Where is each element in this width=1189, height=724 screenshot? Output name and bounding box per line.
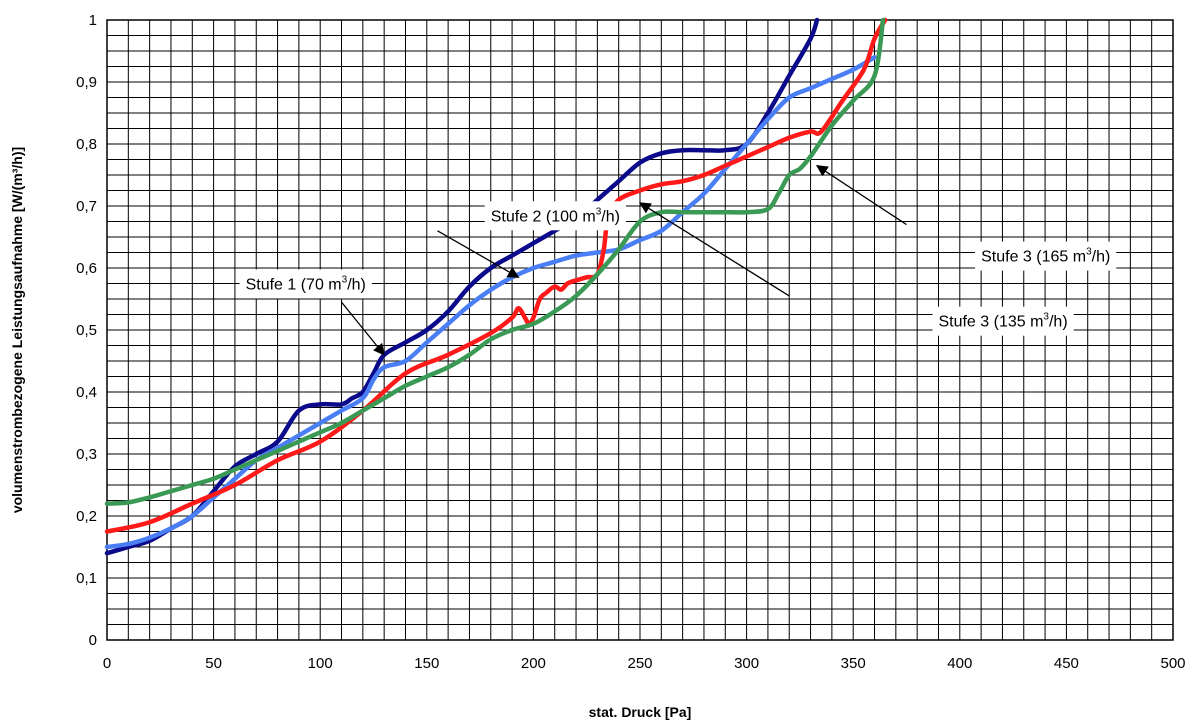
annotation-1: Stufe 1 (70 m3/h) bbox=[239, 269, 385, 356]
x-tick-label: 300 bbox=[734, 655, 759, 672]
y-tick-label: 0,5 bbox=[76, 322, 97, 339]
annotation-4: Stufe 3 (165 m3/h) bbox=[815, 165, 1117, 271]
annotation-arrow bbox=[341, 301, 385, 356]
annotation-box bbox=[239, 269, 372, 299]
y-tick-label: 0,3 bbox=[76, 446, 97, 463]
x-tick-label: 50 bbox=[205, 655, 222, 672]
annotation-label: Stufe 1 (70 m3/h) bbox=[246, 275, 366, 294]
y-tick-label: 0,9 bbox=[76, 74, 97, 91]
annotation-box bbox=[975, 241, 1117, 271]
series-line-3 bbox=[104, 17, 888, 534]
y-tick-label: 0,8 bbox=[76, 136, 97, 153]
y-tick-label: 0,4 bbox=[76, 384, 97, 401]
y-tick-label: 0,2 bbox=[76, 508, 97, 525]
annotation-arrow bbox=[437, 230, 520, 278]
x-tick-label: 350 bbox=[841, 655, 866, 672]
series-line-1 bbox=[104, 17, 820, 556]
y-tick-label: 0,1 bbox=[76, 570, 97, 587]
annotation-label: Stufe 2 (100 m3/h) bbox=[491, 206, 620, 225]
annotation-label: Stufe 3 (165 m3/h) bbox=[981, 247, 1110, 266]
y-tick-label: 0,7 bbox=[76, 198, 97, 215]
major-gridlines bbox=[106, 19, 1174, 641]
x-tick-label: 100 bbox=[308, 655, 333, 672]
x-axis-title: stat. Druck [Pa] bbox=[589, 704, 692, 720]
y-tick-label: 0,6 bbox=[76, 260, 97, 277]
x-tick-label: 500 bbox=[1160, 655, 1185, 672]
y-tick-label: 0 bbox=[89, 632, 97, 649]
annotation-2: Stufe 2 (100 m3/h) bbox=[437, 201, 626, 278]
x-tick-label: 450 bbox=[1054, 655, 1079, 672]
annotation-box bbox=[484, 201, 626, 231]
series-line-4 bbox=[104, 17, 886, 506]
annotation-box bbox=[932, 306, 1074, 336]
annotation-layer: Stufe 1 (70 m3/h) Stufe 2 (100 m3/h) Stufe… bbox=[239, 165, 1117, 356]
x-tick-label: 250 bbox=[627, 655, 652, 672]
x-tick-label: 400 bbox=[947, 655, 972, 672]
y-tick-label: 1 bbox=[89, 12, 97, 29]
y-axis-title: volumenstrombezogene Leistungsaufnahme [… bbox=[9, 147, 25, 513]
tick-labels: 0 50 100 150 200 250 300 350 400 450 500 0 0,1 0,2 0,3… bbox=[76, 12, 1185, 672]
annotation-label: Stufe 3 (135 m3/h) bbox=[938, 312, 1067, 331]
plot-frame bbox=[106, 19, 1174, 641]
series-line-2 bbox=[104, 54, 877, 550]
minor-gridlines bbox=[106, 19, 1174, 641]
annotation-3: Stufe 3 (135 m3/h) bbox=[639, 202, 1074, 336]
series-layer bbox=[104, 17, 888, 556]
x-tick-label: 200 bbox=[521, 655, 546, 672]
x-tick-label: 150 bbox=[414, 655, 439, 672]
x-tick-label: 0 bbox=[103, 655, 111, 672]
annotation-arrow bbox=[639, 202, 790, 297]
annotation-arrow bbox=[815, 165, 907, 226]
